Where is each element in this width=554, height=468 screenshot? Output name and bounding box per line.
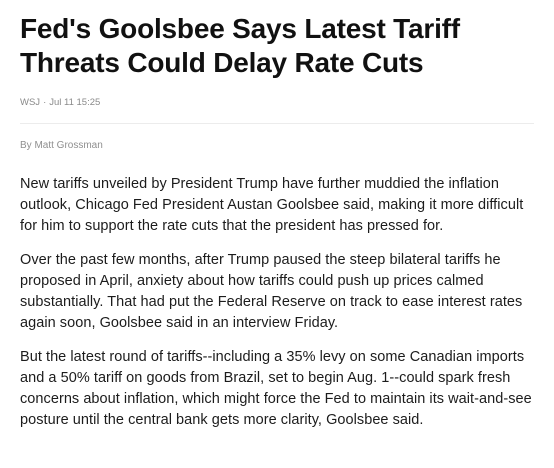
meta-divider	[20, 123, 534, 124]
article: Fed's Goolsbee Says Latest Tariff Threat…	[20, 0, 540, 444]
body-paragraph: But the latest round of tariffs--includi…	[20, 349, 532, 428]
article-headline: Fed's Goolsbee Says Latest Tariff Threat…	[20, 13, 460, 78]
article-meta: WSJ · Jul 11 15:25	[20, 97, 540, 109]
body-paragraph: New tariffs unveiled by President Trump …	[20, 176, 524, 234]
publish-timestamp: Jul 11 15:25	[49, 97, 101, 108]
meta-separator: ·	[43, 97, 47, 108]
article-body: New tariffs unveiled by President Trump …	[20, 174, 540, 431]
author-byline: By Matt Grossman	[20, 140, 103, 151]
body-paragraph: Over the past few months, after Trump pa…	[20, 252, 523, 331]
source-label: WSJ	[20, 97, 41, 108]
